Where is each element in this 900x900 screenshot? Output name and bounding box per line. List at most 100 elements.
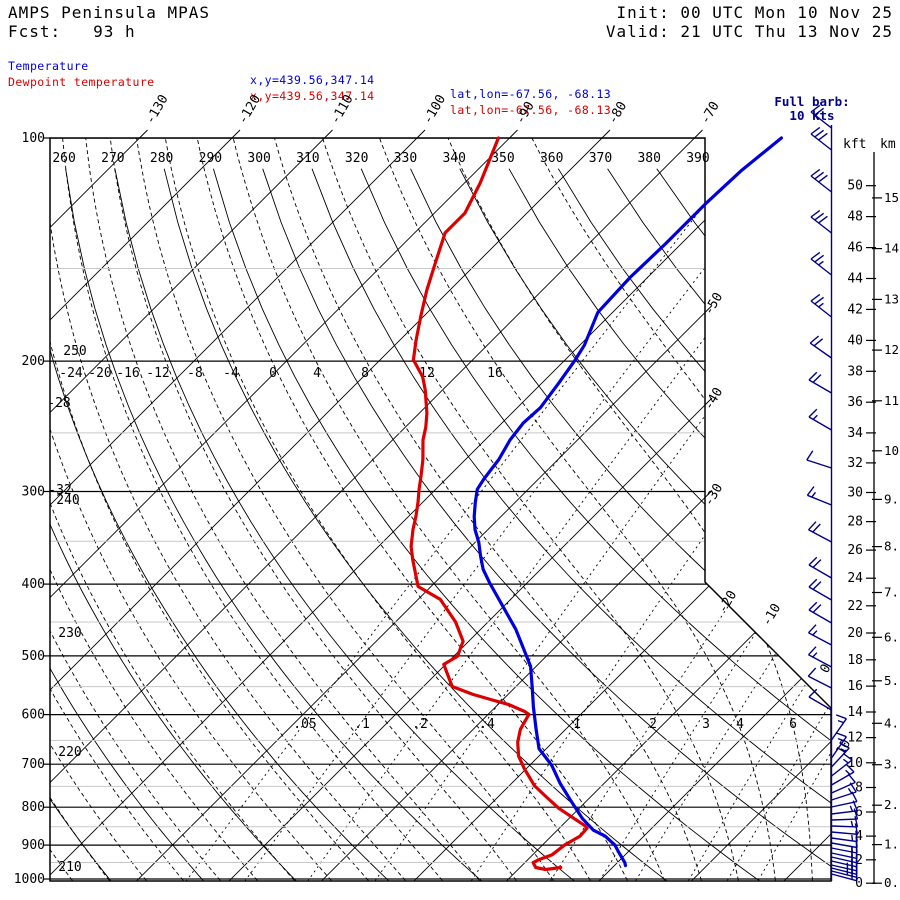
theta-top-label: 360	[540, 151, 563, 166]
kft-tick-label: 28	[847, 515, 863, 530]
mixing-ratio-label: .1	[354, 717, 370, 732]
km-tick-label: 15.	[884, 190, 900, 205]
theta-top-label: 270	[101, 151, 124, 166]
pressure-label: 200	[22, 354, 45, 369]
wind-barb	[831, 752, 853, 777]
pressure-label: 100	[22, 131, 45, 146]
mixing-ratio-label: .4	[479, 717, 495, 732]
isotherm-top-label: -90	[513, 99, 538, 127]
wind-barb	[831, 791, 858, 808]
mixing-ratio-line	[679, 138, 831, 881]
moist-adiabat	[531, 138, 831, 881]
wind-barb	[808, 371, 832, 394]
isotherm	[0, 138, 47, 895]
kft-tick-label: 16	[847, 679, 863, 694]
barb-legend: Full barb:10 kts	[774, 94, 849, 123]
mixing-ratio-line	[365, 138, 831, 881]
mixing-ratio-label: 4	[736, 717, 744, 732]
isotherm	[677, 138, 831, 881]
mixing-ratio-label: 6	[789, 717, 797, 732]
moist-adiabat-label: -16	[116, 366, 139, 381]
dry-adiabat	[163, 168, 686, 881]
dry-adiabat	[705, 168, 831, 881]
pressure-label: 800	[22, 800, 45, 815]
moist-adiabat-left-label: -28	[47, 396, 70, 411]
kft-axis-title: kft	[843, 137, 866, 152]
wind-barb	[831, 816, 859, 828]
mixing-ratio-line	[626, 138, 831, 881]
km-tick-label: 1.	[884, 837, 899, 852]
km-axis-title: km	[880, 137, 896, 152]
theta-top-label: 380	[637, 151, 660, 166]
moist-adiabat-label: 8	[361, 366, 369, 381]
theta-top-label: 390	[686, 151, 709, 166]
isotherm-top-tick	[509, 129, 518, 139]
kft-tick-label: 40	[847, 333, 863, 348]
moist-adiabat	[447, 138, 813, 881]
wind-barb	[808, 556, 832, 579]
kft-tick-label: 12	[847, 731, 863, 746]
theta-top-label: 290	[199, 151, 222, 166]
wind-barb	[810, 168, 832, 193]
mixing-ratio-label: 3	[702, 717, 710, 732]
isotherm-right-label: -10	[759, 601, 784, 629]
moist-adiabat-label: -12	[146, 366, 169, 381]
isotherm-top-tick	[139, 129, 148, 139]
theta-left-label: 220	[58, 745, 81, 760]
theta-top-label: 330	[394, 151, 417, 166]
wind-barb	[831, 763, 855, 786]
moist-adiabat-left-label: -32	[48, 483, 71, 498]
wind-barb	[831, 808, 859, 821]
moist-adiabat	[164, 138, 591, 881]
moist-adiabat	[196, 138, 628, 881]
isotherm-right-tick	[704, 397, 713, 406]
wind-barb	[807, 624, 832, 646]
legend-temperature-label: Temperature	[8, 59, 89, 73]
kft-tick-label: 2	[855, 853, 863, 868]
isotherm	[214, 138, 831, 881]
moist-adiabat-label: 4	[313, 366, 321, 381]
moist-adiabat	[50, 138, 147, 881]
wind-barb	[810, 251, 832, 276]
isotherm	[50, 138, 695, 881]
moist-adiabat	[379, 138, 776, 881]
mixing-ratio-line	[297, 138, 831, 881]
km-tick-label: 9.	[884, 491, 899, 506]
theta-top-label: 370	[589, 151, 612, 166]
moist-adiabat-label: -24	[59, 366, 83, 381]
dry-adiabat	[50, 168, 311, 881]
theta-top-label: 320	[345, 151, 368, 166]
kft-tick-label: 36	[847, 395, 863, 410]
mixing-ratio-label: .05	[293, 717, 316, 732]
moist-adiabat	[62, 138, 443, 881]
isotherm-top-tick	[324, 129, 333, 139]
moist-adiabat	[50, 138, 332, 881]
kft-tick-label: 18	[847, 653, 863, 668]
kft-tick-label: 42	[847, 302, 863, 317]
isotherm	[307, 138, 831, 881]
km-tick-label: 13.	[884, 291, 900, 306]
isotherm-top-tick	[601, 129, 611, 139]
pressure-label: 600	[22, 708, 45, 723]
forecast-hour: Fcst: 93 h	[8, 22, 136, 41]
wind-barb-column	[806, 104, 859, 882]
wind-barb	[808, 601, 832, 624]
isotherm	[122, 138, 831, 881]
mixing-ratio-line	[175, 138, 758, 881]
legend-dewpoint-latlon: lat,lon=-67.56, -68.13	[450, 103, 612, 117]
wind-barb	[831, 868, 858, 882]
kft-tick-label: 34	[847, 426, 863, 441]
isotherm-right-tick	[704, 490, 713, 498]
dewpoint-curve	[409, 136, 589, 872]
dry-adiabat	[114, 168, 592, 881]
mixing-ratio-line	[590, 138, 831, 881]
theta-top-label: 310	[296, 151, 319, 166]
mixing-ratio-line	[541, 138, 831, 881]
theta-left-label: 210	[58, 860, 81, 875]
wind-barb	[807, 667, 832, 689]
dry-adiabat	[459, 168, 831, 881]
wind-barb	[808, 688, 832, 711]
isotherm-top-label: -120	[235, 92, 264, 127]
kft-tick-label: 14	[847, 705, 863, 720]
